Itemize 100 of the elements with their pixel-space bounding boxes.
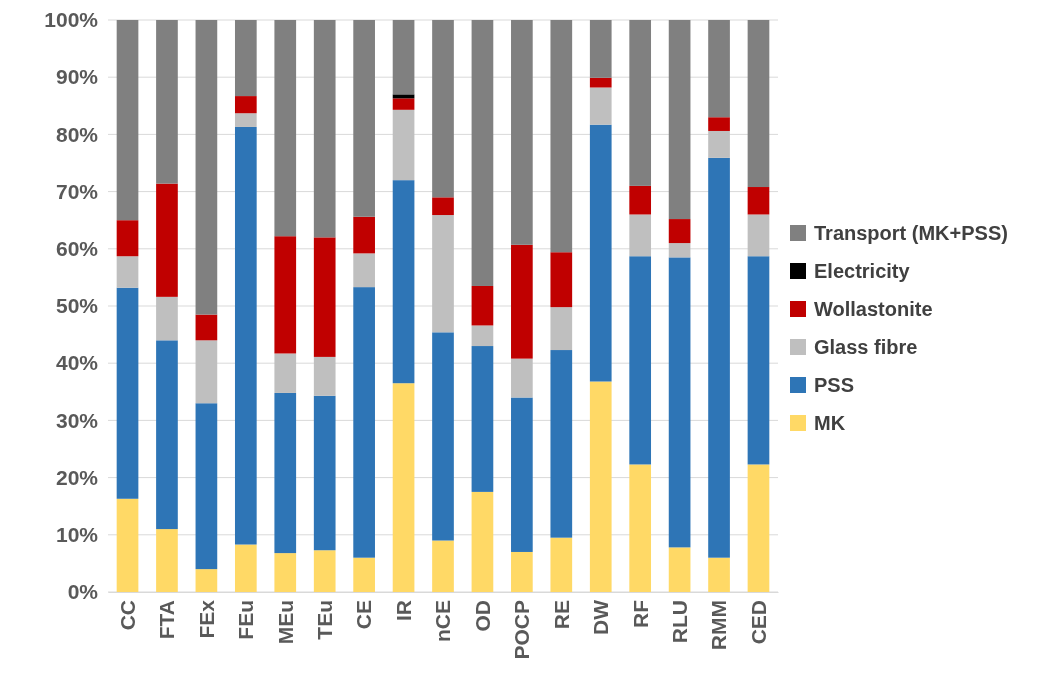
bar	[392, 180, 415, 384]
bar	[432, 197, 454, 216]
bar	[392, 98, 415, 110]
x-tick-label: CC	[115, 600, 139, 631]
bar	[708, 130, 730, 158]
bar	[392, 109, 415, 181]
bar	[708, 157, 730, 558]
bar	[313, 237, 336, 357]
y-tick-label: 50%	[55, 294, 99, 318]
bar	[629, 464, 652, 592]
bar	[234, 96, 257, 114]
bar	[511, 551, 533, 592]
bar	[392, 383, 415, 592]
bar	[668, 547, 691, 592]
bar	[353, 216, 375, 254]
x-tick-label: FEx	[194, 599, 218, 639]
x-tick-label: MEu	[273, 600, 297, 645]
bar	[747, 464, 770, 592]
bar	[234, 20, 257, 97]
bar	[589, 77, 612, 88]
bar	[432, 215, 454, 333]
bar	[234, 113, 257, 127]
bar	[708, 557, 730, 592]
bar	[274, 236, 297, 354]
bar	[195, 340, 218, 404]
bar	[274, 392, 297, 554]
bar	[274, 353, 297, 393]
bar	[432, 540, 454, 592]
bar	[668, 20, 691, 220]
bar	[392, 20, 415, 95]
y-tick-label: 80%	[55, 122, 99, 146]
legend-label: PSS	[814, 374, 855, 396]
bar	[668, 243, 691, 258]
bar	[511, 20, 533, 245]
legend-label: MK	[814, 412, 846, 434]
y-tick-label: 20%	[55, 465, 99, 489]
x-tick-label: OD	[470, 600, 494, 632]
y-tick-label: 0%	[67, 580, 99, 604]
y-tick-label: 70%	[55, 179, 99, 203]
x-tick-label: DW	[589, 599, 613, 635]
bar	[116, 220, 139, 257]
x-tick-label: RLU	[667, 600, 691, 644]
bar	[234, 544, 257, 592]
x-tick-label: RF	[628, 599, 652, 628]
bar	[313, 20, 336, 238]
bar	[353, 253, 375, 288]
bar	[550, 20, 573, 253]
x-tick-label: FEu	[234, 600, 258, 640]
bar	[313, 550, 336, 592]
bar	[156, 20, 178, 184]
x-tick-label: CE	[352, 600, 376, 630]
bar	[195, 314, 218, 341]
bar	[668, 257, 691, 548]
bar	[550, 537, 573, 592]
bar	[511, 397, 533, 552]
bar	[747, 187, 770, 215]
bar	[195, 403, 218, 570]
bar	[116, 287, 139, 499]
legend-label: Transport (MK+PSS)	[814, 222, 1008, 244]
bar	[313, 395, 336, 551]
bar	[629, 214, 652, 257]
bar	[629, 20, 652, 186]
bar	[629, 256, 652, 465]
bar	[471, 491, 494, 592]
bar	[432, 332, 454, 541]
bar	[156, 340, 178, 530]
bar	[116, 20, 139, 221]
bar	[471, 20, 494, 286]
bar	[116, 256, 139, 288]
bar	[471, 285, 494, 326]
x-tick-label: IR	[391, 600, 415, 621]
legend-label: Electricity	[814, 260, 911, 282]
bar	[432, 20, 454, 198]
bar	[550, 350, 573, 538]
bar	[156, 529, 178, 592]
bar	[708, 20, 730, 118]
bar	[471, 325, 494, 347]
bar	[116, 498, 139, 592]
bar	[747, 20, 770, 188]
bar	[195, 569, 218, 592]
bar	[511, 244, 533, 359]
bar	[589, 87, 612, 125]
bar	[392, 94, 415, 99]
legend-label: Wollastonite	[814, 298, 933, 320]
bar	[353, 287, 375, 558]
bar	[550, 307, 573, 351]
x-tick-label: FTA	[155, 600, 179, 640]
bar	[550, 252, 573, 308]
x-tick-label: TEu	[313, 600, 337, 640]
bar	[708, 117, 730, 131]
bar	[195, 20, 218, 315]
bar	[313, 356, 336, 396]
x-tick-label: RMM	[707, 600, 731, 651]
bar	[471, 346, 494, 492]
bar	[274, 20, 297, 237]
bar	[353, 20, 375, 217]
x-tick-label: nCE	[431, 600, 455, 642]
bar	[629, 185, 652, 215]
y-tick-label: 10%	[55, 523, 99, 547]
x-tick-label: CED	[746, 600, 770, 645]
